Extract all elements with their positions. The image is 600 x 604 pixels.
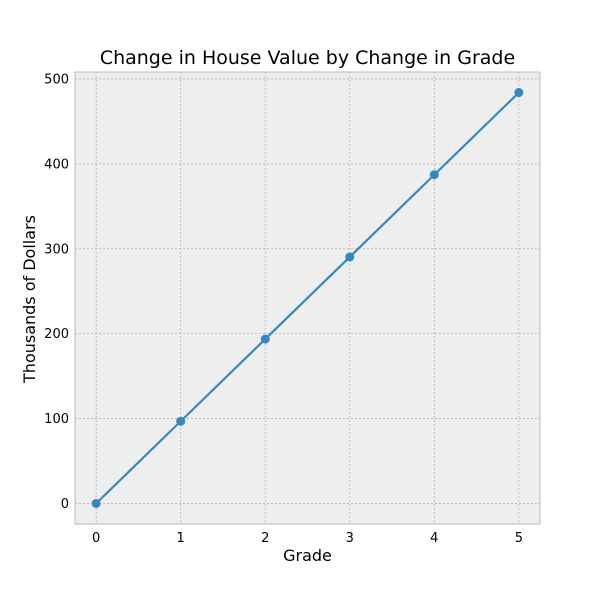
x-tick-label: 4	[430, 531, 438, 546]
x-tick-label: 5	[515, 531, 523, 546]
x-tick-label: 3	[346, 531, 354, 546]
y-tick-label: 100	[44, 412, 69, 427]
x-axis-title: Grade	[283, 546, 332, 565]
y-tick-label: 400	[44, 157, 69, 172]
y-tick-label: 200	[44, 327, 69, 342]
y-tick-label: 500	[44, 72, 69, 87]
x-tick-label: 0	[92, 531, 100, 546]
y-tick-label: 0	[61, 497, 69, 512]
grid	[75, 72, 540, 524]
x-tick-label: 1	[177, 531, 185, 546]
series	[91, 88, 524, 508]
series-line	[95, 91, 520, 505]
data-point	[514, 88, 524, 98]
data-point	[176, 416, 186, 426]
data-point	[429, 170, 439, 180]
axis-ticks: 0 1 2 3 4 5 0 100 200 300 400 500	[44, 72, 523, 546]
y-tick-label: 300	[44, 242, 69, 257]
data-point	[260, 334, 270, 344]
data-point	[345, 252, 355, 262]
chart-title: Change in House Value by Change in Grade	[100, 47, 515, 69]
data-point	[91, 498, 101, 508]
y-axis-title: Thousands of Dollars	[20, 215, 39, 384]
x-tick-label: 2	[261, 531, 269, 546]
